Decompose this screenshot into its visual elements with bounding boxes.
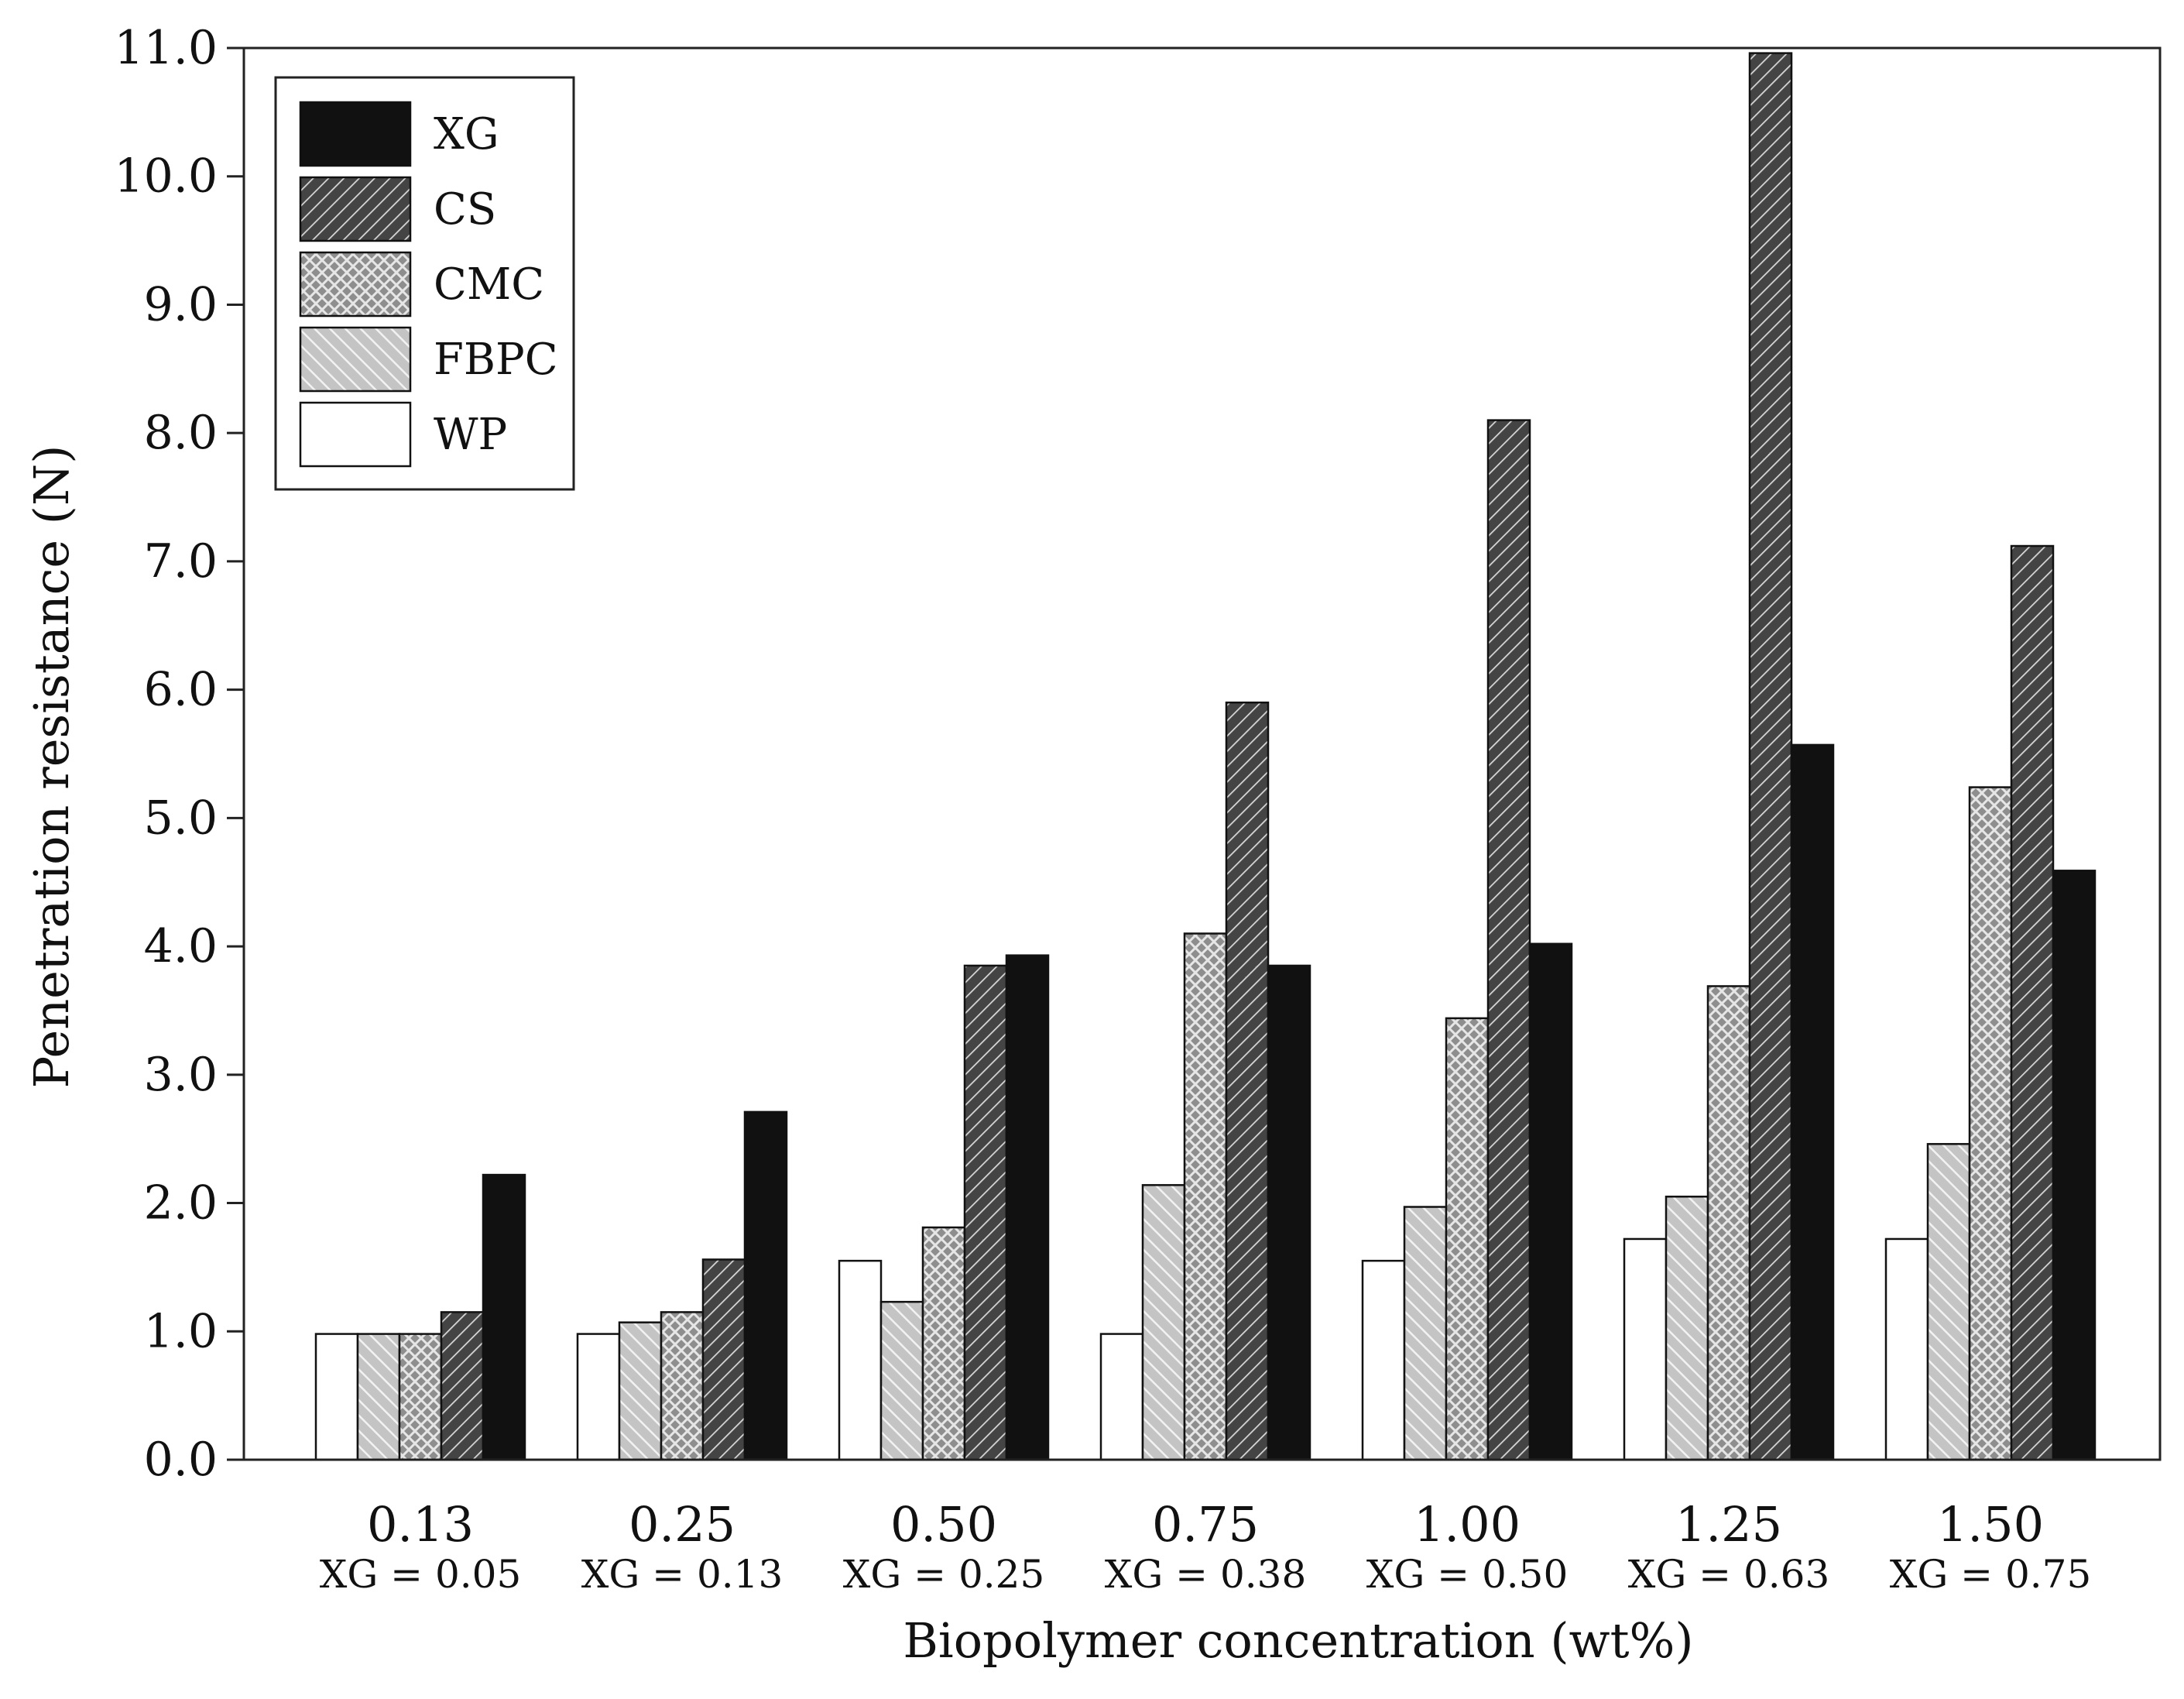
x-category-label: 0.13 [367, 1496, 474, 1553]
y-tick-label: 1.0 [144, 1304, 218, 1358]
bar-fbpc-0.13 [356, 1333, 401, 1461]
bar-cmc-0.75 [1183, 932, 1228, 1461]
legend-swatch-cmc [299, 251, 412, 317]
y-tick-label: 7.0 [144, 534, 218, 589]
x-category-label: 1.50 [1937, 1496, 2044, 1553]
bar-cs-0.25 [701, 1258, 746, 1461]
x-category-label: 0.75 [1152, 1496, 1259, 1553]
x-subcategory-label: XG = 0.25 [843, 1552, 1045, 1597]
y-tick-label: 3.0 [144, 1048, 218, 1102]
bar-cs-0.50 [963, 964, 1008, 1461]
y-tick-label: 10.0 [114, 149, 218, 204]
x-subcategory-label: XG = 0.50 [1366, 1552, 1569, 1597]
x-category-label: 1.25 [1675, 1496, 1782, 1553]
bar-wp-0.75 [1099, 1333, 1144, 1461]
x-category-label: 0.25 [629, 1496, 735, 1553]
x-category-label: 1.00 [1414, 1496, 1521, 1553]
bar-cmc-0.13 [398, 1333, 443, 1461]
bar-wp-0.50 [838, 1259, 883, 1461]
x-subcategory-label: XG = 0.63 [1628, 1552, 1830, 1597]
bar-cs-0.13 [440, 1311, 485, 1461]
legend-swatch-wp [299, 401, 412, 468]
bar-fbpc-1.50 [1926, 1143, 1971, 1461]
bar-fbpc-0.50 [879, 1300, 924, 1461]
x-category-label: 0.50 [890, 1496, 997, 1553]
x-subcategory-label: XG = 0.38 [1105, 1552, 1307, 1597]
y-tick-label: 0.0 [144, 1433, 218, 1487]
bar-cmc-1.25 [1706, 985, 1751, 1461]
legend-label-xg: XG [434, 109, 499, 160]
legend-label-wp: WP [434, 410, 507, 460]
x-subcategory-label: XG = 0.13 [581, 1552, 783, 1597]
y-tick-label: 4.0 [144, 919, 218, 973]
bar-fbpc-1.00 [1403, 1206, 1448, 1461]
bar-cs-1.25 [1748, 52, 1793, 1461]
bar-xg-0.25 [743, 1110, 788, 1461]
y-tick-label: 6.0 [144, 663, 218, 717]
bar-cmc-1.00 [1445, 1017, 1490, 1461]
bar-xg-0.75 [1267, 964, 1311, 1461]
legend-label-fbpc: FBPC [434, 335, 558, 385]
bar-cmc-0.50 [921, 1226, 966, 1461]
bar-cmc-1.50 [1968, 786, 2013, 1461]
bar-wp-1.00 [1361, 1259, 1406, 1461]
bar-fbpc-0.25 [618, 1321, 663, 1461]
plot-frame [242, 46, 2162, 1461]
legend-swatch-cs [299, 176, 412, 242]
legend-label-cmc: CMC [434, 259, 544, 310]
bar-xg-1.00 [1528, 942, 1573, 1461]
legend-label-cs: CS [434, 184, 496, 235]
y-tick-label: 11.0 [114, 21, 218, 75]
bar-cs-1.00 [1486, 419, 1531, 1461]
y-tick-label: 8.0 [144, 406, 218, 460]
legend-swatch-fbpc [299, 326, 412, 393]
bar-cs-1.50 [2010, 544, 2055, 1461]
legend-swatch-xg [299, 101, 412, 167]
bar-cmc-0.25 [660, 1311, 705, 1461]
bar-wp-1.25 [1623, 1237, 1668, 1461]
bar-xg-1.50 [2052, 870, 2097, 1461]
bar-cs-0.75 [1225, 701, 1270, 1461]
bar-wp-1.50 [1884, 1237, 1929, 1461]
x-subcategory-label: XG = 0.75 [1890, 1552, 2092, 1597]
y-axis-title: Penetration resistance (N) [23, 445, 80, 1089]
bar-wp-0.13 [314, 1333, 359, 1461]
y-tick-label: 5.0 [144, 791, 218, 845]
x-axis-title: Biopolymer concentration (wt%) [903, 1612, 1693, 1669]
bar-xg-0.50 [1005, 954, 1050, 1461]
bar-xg-0.13 [482, 1173, 526, 1461]
y-tick-label: 9.0 [144, 277, 218, 331]
bar-wp-0.25 [576, 1333, 621, 1461]
bar-fbpc-1.25 [1665, 1196, 1709, 1461]
bar-xg-1.25 [1790, 743, 1835, 1461]
bar-fbpc-0.75 [1141, 1184, 1186, 1461]
x-subcategory-label: XG = 0.05 [320, 1552, 522, 1597]
y-tick-label: 2.0 [144, 1176, 218, 1230]
